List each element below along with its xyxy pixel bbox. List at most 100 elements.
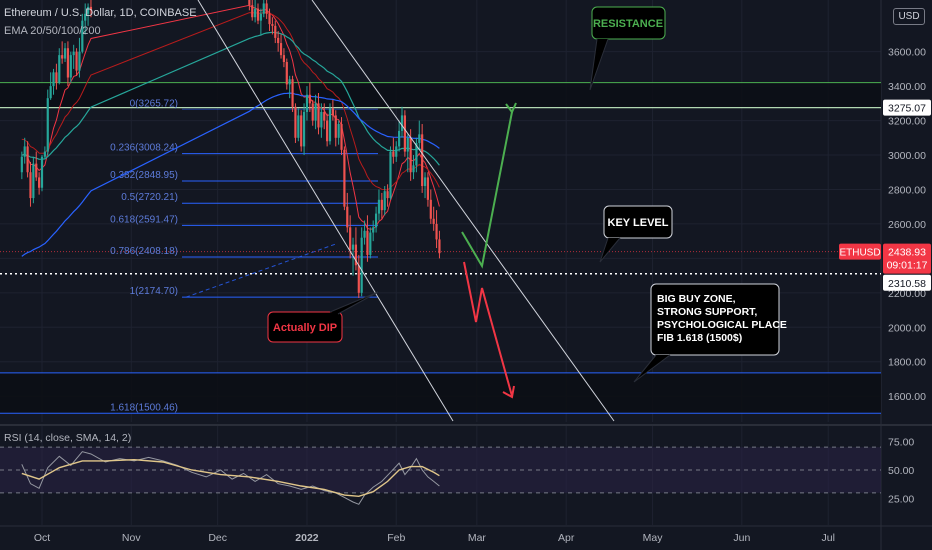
candle — [63, 43, 67, 63]
price-tick-label: 3000.00 — [888, 150, 926, 162]
candle — [49, 72, 52, 100]
candle-body — [392, 151, 395, 157]
candle — [69, 51, 72, 83]
candle-body — [389, 151, 392, 199]
rsi-tick-label: 50.00 — [888, 465, 914, 477]
ema-200-line — [21, 92, 440, 257]
candle — [61, 41, 64, 64]
candle — [340, 117, 343, 156]
last-price-label: 2438.93 — [888, 247, 926, 259]
candle — [438, 230, 441, 259]
candle-body — [35, 163, 38, 178]
fib-label: 0.382(2848.95) — [110, 170, 178, 181]
candle — [380, 192, 383, 219]
candle-body — [438, 239, 441, 254]
indicator-legend[interactable]: EMA 20/50/100/200 — [4, 25, 101, 37]
buy-zone-callout-line: PSYCHOLOGICAL PLACE — [657, 319, 787, 331]
candle-body — [297, 115, 300, 138]
price-tick-label: 1800.00 — [888, 357, 926, 369]
resistance-zone — [0, 82, 881, 108]
countdown-label: 09:01:17 — [887, 260, 928, 272]
candle — [360, 227, 363, 297]
rsi-tick-label: 75.00 — [888, 436, 914, 448]
candle-body — [415, 142, 418, 166]
resistance-callout — [591, 6, 666, 40]
candle-body — [334, 115, 337, 138]
time-tick-label: 2022 — [295, 532, 319, 544]
key-level-callout-text: KEY LEVEL — [608, 217, 669, 229]
candle — [78, 37, 81, 78]
time-tick-label: Apr — [558, 532, 575, 544]
candle — [343, 146, 346, 211]
time-tick-label: Dec — [208, 532, 227, 544]
fib-label: 0.5(2720.21) — [121, 192, 178, 203]
candle-body — [357, 265, 360, 293]
candle — [374, 206, 378, 233]
candle — [412, 155, 415, 180]
candle — [254, 0, 257, 23]
candle — [268, 8, 271, 32]
candle-body — [400, 115, 404, 131]
candle-body — [248, 0, 251, 6]
candle-body — [251, 5, 254, 18]
fib-anchor-line — [185, 243, 336, 298]
candle-body — [337, 124, 340, 138]
candle — [294, 103, 297, 143]
fib-label: 1.618(1500.46) — [110, 402, 178, 413]
rsi-tick-label: 25.00 — [888, 494, 914, 506]
candle-body — [435, 223, 438, 240]
candle-body — [274, 25, 277, 38]
symbol-title[interactable]: Ethereum / U.S. Dollar, 1D, COINBASE — [4, 7, 197, 19]
candle — [328, 103, 332, 145]
buy-zone — [0, 372, 881, 414]
candle — [38, 172, 41, 195]
time-tick-label: Nov — [122, 532, 141, 544]
candle-body — [418, 134, 421, 143]
candle-body — [63, 48, 67, 59]
time-tick-label: Jun — [733, 532, 750, 544]
candle — [46, 89, 49, 156]
candle — [43, 146, 46, 159]
ema-50-line — [21, 11, 440, 191]
candle-body — [349, 227, 352, 250]
currency-badge[interactable]: USD — [893, 8, 925, 25]
candle — [86, 3, 90, 26]
candle — [262, 0, 265, 18]
candle-body — [81, 20, 84, 52]
rsi-pane: RSI (14, close, SMA, 14, 2) — [0, 432, 881, 505]
key-price-label: 2310.58 — [888, 278, 926, 290]
candle-body — [340, 124, 343, 150]
candle-body — [26, 146, 29, 173]
buy-zone-callout-pointer — [633, 354, 671, 383]
candle-body — [282, 55, 286, 63]
candle — [432, 206, 435, 231]
candle — [256, 3, 260, 25]
candle — [52, 68, 55, 95]
time-tick-label: Feb — [387, 532, 405, 544]
price-tick-label: 2000.00 — [888, 322, 926, 334]
candle-body — [66, 48, 70, 78]
candle-body — [421, 134, 424, 187]
candle-body — [380, 199, 383, 211]
candle — [383, 186, 386, 216]
candle-body — [363, 230, 366, 238]
candle-body — [351, 244, 355, 250]
candle — [251, 0, 254, 21]
trendline-left — [197, 0, 454, 422]
candle — [386, 184, 389, 207]
candle — [288, 75, 291, 99]
candle-body — [288, 79, 291, 85]
candle-body — [383, 191, 386, 211]
candle — [406, 134, 409, 173]
candle — [363, 220, 366, 245]
candle — [265, 0, 268, 19]
candle — [357, 254, 360, 298]
candle-body — [72, 51, 75, 56]
candle-body — [300, 115, 303, 147]
candle-body — [403, 115, 406, 152]
candle — [400, 106, 404, 138]
resistance-callout-pointer — [589, 38, 609, 91]
candle — [334, 110, 337, 147]
candle — [389, 146, 392, 200]
